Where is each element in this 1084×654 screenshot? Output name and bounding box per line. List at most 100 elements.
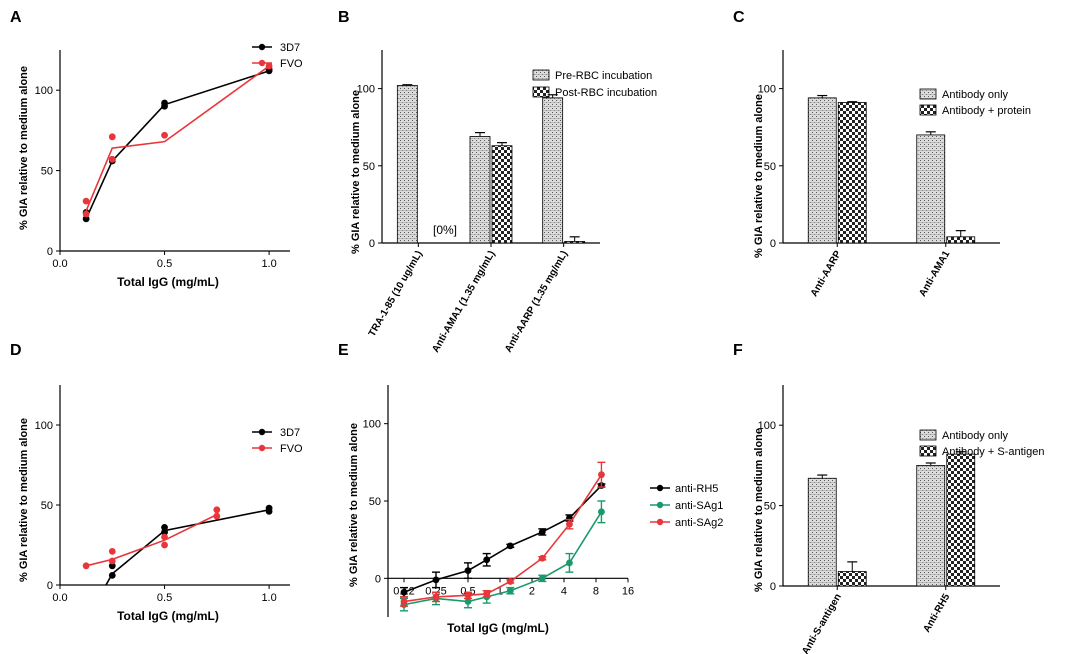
x-tick-label: 2 — [529, 585, 535, 597]
panel-label-e: E — [338, 342, 349, 359]
data-point-anti-sag1 — [464, 598, 472, 605]
y-axis-label: % GIA relative to medium alone — [753, 428, 765, 592]
data-point-anti-sag2 — [506, 578, 514, 585]
chart-panel-d: % GIA relative to medium alone Total IgG… — [18, 385, 303, 623]
y-axis-label: % GIA relative to medium alone — [348, 423, 360, 587]
data-point-anti-sag2 — [432, 593, 440, 601]
x-tick-label: 1.0 — [261, 592, 276, 604]
data-point-3d7 — [82, 215, 90, 223]
y-tick-label: 0 — [369, 238, 375, 250]
bar-antibody-only-anti-s-antigen — [807, 477, 837, 587]
y-tick-label: 50 — [764, 501, 776, 513]
y-tick-label: 100 — [363, 419, 381, 431]
legend-marker-3d7 — [258, 428, 266, 436]
data-point-anti-rh5 — [400, 588, 408, 596]
y-axis-label: % GIA relative to medium alone — [350, 90, 362, 254]
x-tick-label: 0.5 — [157, 592, 172, 604]
legend-swatch-antibody-protein — [919, 104, 937, 116]
legend-swatch-antibody-only — [919, 429, 937, 441]
category-label-tra-1-85-10-ug-ml: TRA-1-85 (10 ug/mL) — [367, 249, 425, 339]
series-line-3d7 — [105, 509, 270, 586]
y-tick-label: 50 — [369, 496, 381, 508]
y-tick-label: 100 — [35, 420, 53, 432]
legend-label-antibody-protein: Antibody + protein — [942, 105, 1031, 117]
data-point-3d7 — [265, 504, 273, 512]
y-tick-label: 0 — [47, 580, 53, 592]
data-point-anti-sag1 — [538, 574, 546, 582]
bar-antibody-only-anti-ama1 — [916, 134, 946, 244]
y-tick-label: 100 — [357, 84, 375, 96]
category-label-anti-s-antigen: Anti-S-antigen — [800, 592, 844, 654]
series-line-3d7 — [85, 70, 270, 220]
x-tick-label: 8 — [593, 585, 599, 597]
category-label-anti-rh5: Anti-RH5 — [921, 592, 952, 635]
legend-label-anti-sag2: anti-SAg2 — [675, 517, 723, 529]
panel-label-b: B — [338, 9, 350, 26]
data-point-anti-sag2 — [400, 598, 408, 605]
bar-antibody-only-anti-aarp — [807, 97, 837, 244]
y-tick-label: 0 — [47, 246, 53, 258]
y-tick-label: 50 — [41, 500, 53, 512]
legend-label-antibody-only: Antibody only — [942, 430, 1009, 442]
chart-panel-b: % GIA relative to medium alone [0%] Pre-… — [350, 50, 657, 355]
data-point-fvo — [82, 210, 90, 218]
data-point-fvo — [108, 155, 116, 163]
category-label-anti-aarp: Anti-AARP — [809, 249, 844, 299]
x-tick-label: 0.0 — [52, 592, 67, 604]
data-point-3d7 — [161, 99, 168, 107]
legend-label-antibody-only: Antibody only — [942, 89, 1009, 101]
bar-antibody-s-antigen-anti-rh5 — [946, 453, 976, 587]
bar-post-rbc-incubation-anti-ama1-1-35-mg-ml — [491, 145, 513, 244]
bar-pre-rbc-incubation-tra-1-85-10-ug-ml — [396, 85, 418, 244]
y-tick-label: 50 — [363, 161, 375, 173]
bar-post-rbc-incubation-anti-aarp-1-35-mg-ml — [564, 241, 586, 244]
data-point-3d7 — [161, 528, 168, 536]
data-point-anti-sag2 — [598, 471, 605, 479]
y-tick-label: 0 — [770, 581, 776, 593]
data-point-anti-sag2 — [483, 590, 491, 598]
legend-marker-fvo — [258, 59, 266, 67]
data-point-fvo — [213, 512, 221, 520]
y-axis-label: % GIA relative to medium alone — [18, 66, 30, 230]
category-label-anti-ama1-1-35-mg-ml: Anti-AMA1 (1.35 mg/mL) — [430, 249, 497, 355]
legend-label-anti-rh5: anti-RH5 — [675, 483, 718, 495]
bar-pre-rbc-incubation-anti-aarp-1-35-mg-ml — [542, 97, 564, 244]
y-tick-label: 100 — [758, 420, 776, 432]
legend: anti-RH5 anti-SAg1 anti-SAg2 — [650, 483, 723, 529]
legend: 3D7 FVO — [252, 42, 303, 70]
chart-panel-a: % GIA relative to medium alone Total IgG… — [18, 42, 303, 289]
legend-label-post-rbc: Post-RBC incubation — [555, 87, 657, 99]
x-tick-label: 4 — [561, 585, 567, 597]
data-point-anti-sag2 — [464, 591, 472, 599]
y-tick-label: 50 — [41, 166, 53, 178]
x-tick-label: 0.0 — [52, 258, 67, 270]
data-point-anti-rh5 — [506, 542, 514, 550]
data-point-fvo — [108, 133, 116, 141]
legend-label-pre-rbc: Pre-RBC incubation — [555, 70, 652, 82]
legend-swatch-antibody-only — [919, 88, 937, 100]
y-tick-label: 0 — [375, 573, 381, 585]
legend-marker-anti-sag1 — [656, 501, 664, 509]
chart-panel-c: % GIA relative to medium alone Antibody … — [753, 50, 1031, 299]
bar-pre-rbc-incubation-anti-ama1-1-35-mg-ml — [469, 136, 491, 244]
legend: Antibody only Antibody + protein — [919, 88, 1031, 117]
series-line-anti-sag1 — [403, 511, 603, 606]
data-point-fvo — [161, 131, 168, 139]
data-point-anti-rh5 — [464, 567, 472, 574]
y-tick-label: 0 — [770, 238, 776, 250]
x-tick-label: 0.5 — [157, 258, 172, 270]
data-point-3d7 — [108, 562, 116, 570]
data-point-fvo — [108, 548, 116, 555]
y-tick-label: 100 — [758, 84, 776, 96]
legend-swatch-antibody-s-antigen — [919, 445, 937, 457]
legend-swatch-post-rbc — [532, 86, 550, 98]
data-point-3d7 — [161, 524, 168, 531]
bar-antibody-protein-anti-aarp — [837, 102, 867, 244]
panel-label-f: F — [733, 342, 743, 359]
y-axis-label: % GIA relative to medium alone — [753, 94, 765, 258]
category-label-anti-ama1: Anti-AMA1 — [917, 249, 952, 299]
panel-label-d: D — [10, 342, 22, 359]
series-line-anti-rh5 — [403, 484, 603, 593]
legend: Antibody only Antibody + S-antigen — [919, 429, 1044, 458]
